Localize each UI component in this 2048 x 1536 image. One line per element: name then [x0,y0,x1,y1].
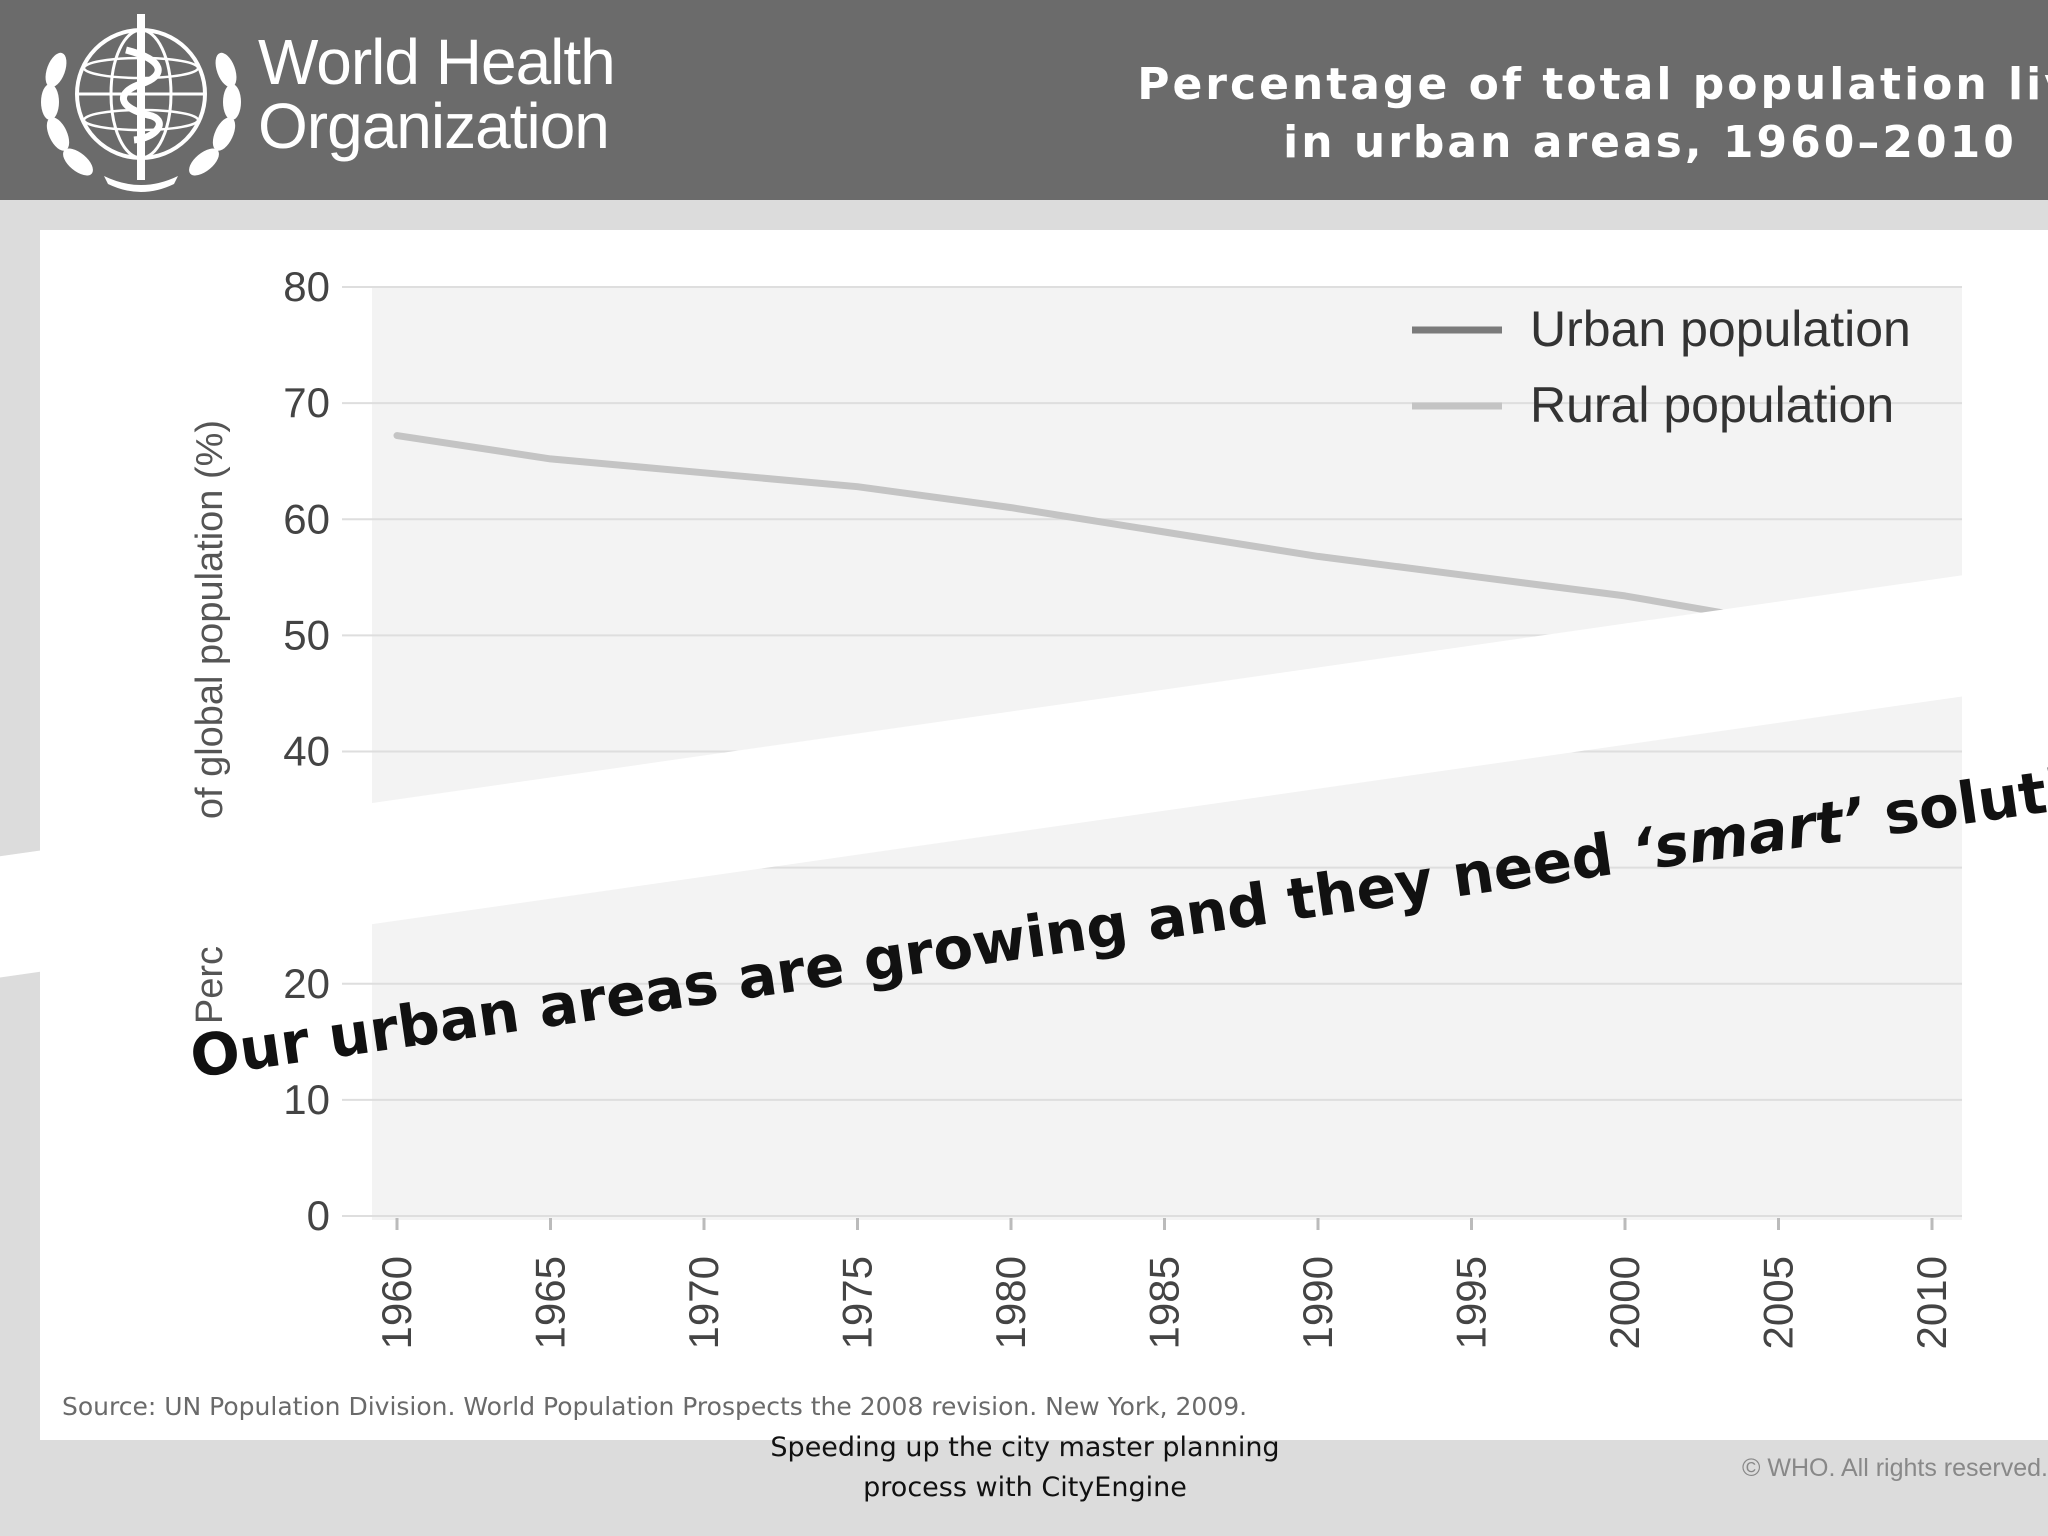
y-tick-label: 70 [283,379,330,426]
chart-title-line1: Percentage of total population living [1137,59,2048,110]
y-tick-label: 20 [283,960,330,1007]
who-emblem-icon [41,14,241,192]
series-line-rural [393,432,1936,644]
y-tick-label: 0 [307,1192,330,1239]
x-tick-label: 1995 [1448,1256,1495,1349]
x-tick-label: 2000 [1601,1256,1648,1349]
copyright-notice: © WHO. All rights reserved. [1742,1454,2048,1482]
header-bar: World Health Organization Percentage of … [0,0,2048,200]
x-tick-label: 1980 [987,1256,1034,1349]
legend-label-urban: Urban population [1530,301,1911,357]
organization-name-line1: World Health [258,26,616,98]
y-tick-label: 60 [283,495,330,542]
x-tick-label: 1970 [680,1256,727,1349]
source-note: Source: UN Population Division. World Po… [62,1392,1248,1421]
slide-caption-line2: process with CityEngine [863,1472,1187,1503]
legend-label-rural: Rural population [1530,377,1894,433]
x-tick-label: 1985 [1141,1256,1188,1349]
slide-caption-line1: Speeding up the city master planning [770,1432,1280,1463]
x-tick-label: 2005 [1755,1256,1802,1349]
organization-name: World Health Organization [258,26,616,162]
chart-title: Percentage of total population living in… [1100,56,2048,172]
x-tick-label: 2010 [1908,1256,1955,1349]
x-tick-label: 1965 [527,1256,574,1349]
x-tick-label: 1990 [1294,1256,1341,1349]
y-tick-label: 80 [283,263,330,310]
slide-caption: Speeding up the city master planning pro… [730,1428,1320,1508]
organization-name-line2: Organization [258,90,610,162]
chart-title-line2: in urban areas, 1960–2010 [1283,117,2017,168]
y-tick-label: 10 [283,1076,330,1123]
y-tick-label: 40 [283,728,330,775]
y-tick-label: 50 [283,611,330,658]
x-tick-label: 1975 [834,1256,881,1349]
x-tick-label: 1960 [373,1256,420,1349]
